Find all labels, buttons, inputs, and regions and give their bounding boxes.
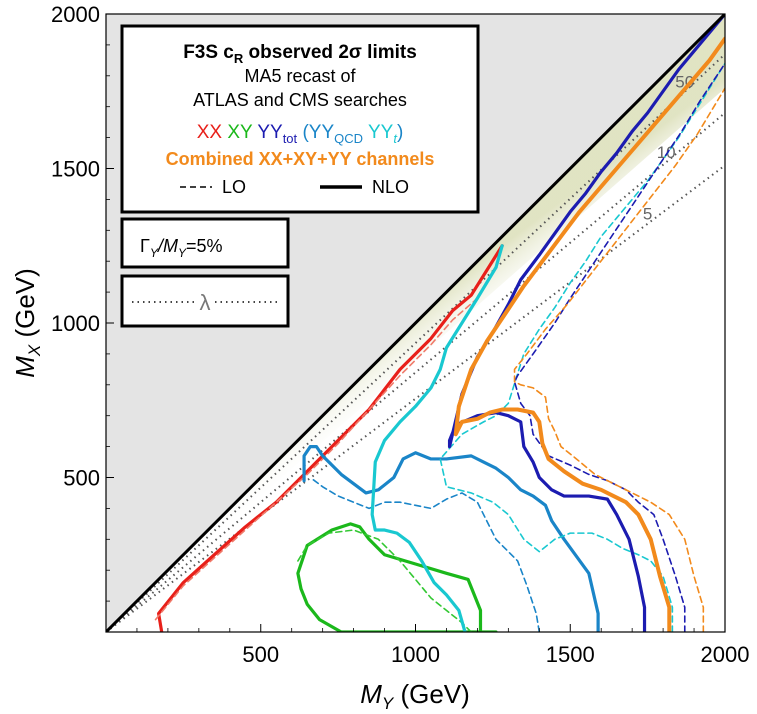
curve-xy-lo (297, 529, 473, 632)
limit-curves (154, 14, 725, 632)
axis-ticks: 500 1000 1500 2000 500 1000 1500 2000 (51, 2, 749, 667)
y-tick-label: 1000 (51, 311, 100, 336)
curve-yy-tot-nlo (447, 14, 725, 632)
y-tick-label: 1500 (51, 157, 100, 182)
width-ratio-box: ΓY/MY=5% (120, 217, 290, 269)
legend-nlo-label: NLO (372, 177, 409, 197)
lambda-contour-label: 50 (675, 73, 694, 92)
lambda-contour-label: 5 (643, 205, 652, 224)
curve-yy-tot-lo (513, 62, 725, 632)
curve-yy-qcd-nlo (302, 445, 600, 632)
width-ratio-label: ΓY/MY=5% (140, 236, 222, 260)
curve-yy-qcd-lo (309, 476, 541, 632)
curve-xy-nlo (296, 522, 498, 632)
curve-combined-nlo (453, 36, 725, 632)
x-axis-label: MY (GeV) (360, 679, 470, 713)
curve-combined-lo (513, 87, 725, 632)
x-tick-label: 1000 (391, 642, 440, 667)
x-tick-label: 1500 (546, 642, 595, 667)
y-tick-label: 2000 (51, 2, 100, 27)
legend-lo-label: LO (222, 177, 246, 197)
legend-channels: XX XY YYtot (YYQCD YYt) (197, 122, 404, 146)
x-tick-label: 2000 (701, 642, 750, 667)
lambda-legend-symbol: λ (200, 290, 211, 315)
legend-title: F3S cR observed 2σ limits (183, 42, 417, 66)
y-axis-label: MX (GeV) (10, 268, 44, 378)
x-tick-label: 500 (242, 642, 279, 667)
curve-yy-t-lo (439, 62, 725, 632)
curve-xx-nlo (157, 244, 504, 632)
y-tick-label: 500 (63, 466, 100, 491)
curve-yy-t-nlo (370, 244, 504, 632)
legend-line-2: MA5 recast of (244, 66, 356, 86)
legend-line-3: ATLAS and CMS searches (193, 90, 407, 110)
curve-xx-lo (154, 297, 479, 621)
legend-combined: Combined XX+XY+YY channels (166, 149, 435, 169)
diagonal-line (106, 14, 725, 632)
lambda-legend-box: λ (120, 274, 290, 328)
legend-box: F3S cR observed 2σ limits MA5 recast of … (120, 24, 480, 214)
